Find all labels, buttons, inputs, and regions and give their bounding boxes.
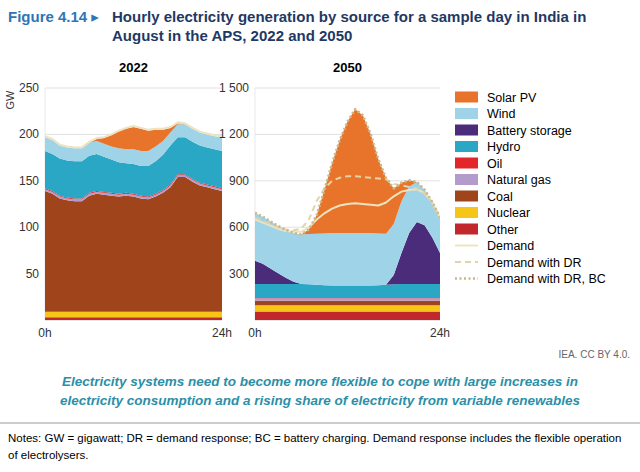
legend-label: Solar PV — [487, 91, 537, 105]
legend-label: Wind — [487, 107, 516, 121]
legend-label: Hydro — [487, 140, 520, 154]
caption-line: electricity consumption and a rising sha… — [60, 393, 580, 408]
area-series — [45, 317, 222, 320]
legend-line — [455, 261, 478, 263]
y-tick-label: 1 500 — [219, 81, 249, 95]
notes-line: Notes: GW = gigawatt; DR = demand respon… — [8, 432, 621, 444]
separator — [0, 423, 640, 424]
y-tick-label: 50 — [26, 267, 40, 281]
legend-line — [455, 245, 478, 247]
figure-title-line: August in the APS, 2022 and 2050 — [112, 27, 352, 44]
legend-label: Demand — [487, 239, 534, 253]
y-axis-label: GW — [4, 90, 16, 110]
legend-swatch — [455, 207, 478, 218]
area-series — [255, 301, 440, 306]
line-series — [45, 122, 222, 147]
legend-swatch — [455, 224, 478, 235]
page: Chart html, body { margin: 0; padding: 0… — [0, 0, 640, 472]
panel-title: 2050 — [333, 60, 362, 75]
plot-area — [255, 109, 440, 320]
area-series — [255, 109, 440, 234]
legend-label: Battery storage — [487, 124, 572, 138]
line-series — [255, 176, 440, 230]
legend-line — [455, 277, 478, 280]
legend-swatch — [455, 108, 478, 119]
line-series — [255, 109, 440, 234]
y-tick-label: 200 — [19, 127, 39, 141]
line-series — [255, 189, 440, 232]
body: { "figure_label": "Figure 4.14 ▸", "titl… — [0, 0, 640, 472]
y-tick-label: 600 — [229, 220, 249, 234]
y-tick-label: 900 — [229, 174, 249, 188]
area-series — [255, 305, 440, 311]
y-tick-label: 100 — [19, 220, 39, 234]
figure-title-line: Hourly electricity generation by source … — [112, 8, 586, 25]
legend-label: Nuclear — [487, 206, 530, 220]
legend-swatch — [455, 158, 478, 169]
y-tick-label: 1 200 — [219, 127, 249, 141]
caption-line: Electricity systems need to become more … — [62, 374, 578, 389]
y-tick-label: 250 — [19, 81, 39, 95]
figure-title: Hourly electricity generation by source … — [112, 8, 586, 44]
legend-swatch — [455, 174, 478, 185]
legend-swatch — [455, 125, 478, 136]
figure-label: Figure 4.14 ▸ — [8, 8, 99, 25]
x-tick-label: 24h — [212, 326, 232, 340]
legend-label: Demand with DR, BC — [487, 272, 606, 286]
x-tick-label: 0h — [248, 326, 261, 340]
area-series — [255, 311, 440, 320]
legend-label: Natural gas — [487, 173, 551, 187]
grid-line — [45, 88, 222, 89]
area-series — [45, 312, 222, 318]
area-series — [45, 123, 222, 151]
x-tick-label: 24h — [430, 326, 450, 340]
source: IEA. CC BY 4.0. — [558, 349, 630, 360]
legend-swatch — [455, 191, 478, 202]
area-series — [255, 284, 440, 298]
area-series — [255, 298, 440, 300]
caption: Electricity systems need to become more … — [60, 374, 580, 408]
grid-line — [255, 88, 440, 89]
legend-label: Coal — [487, 190, 513, 204]
x-tick-label: 0h — [38, 326, 51, 340]
y-tick-label: 300 — [229, 267, 249, 281]
legend-swatch — [455, 92, 478, 103]
chart-root: Figure 4.14 ▸ Hourly electricity generati… — [0, 0, 640, 472]
legend-label: Demand with DR — [487, 256, 581, 270]
legend-label: Other — [487, 223, 518, 237]
legend-label: Oil — [487, 157, 502, 171]
y-tick-label: 150 — [19, 174, 39, 188]
panel-title: 2022 — [119, 60, 148, 75]
notes: Notes: GW = gigawatt; DR = demand respon… — [8, 432, 621, 461]
notes-line: of electrolysers. — [8, 449, 89, 461]
legend-swatch — [455, 141, 478, 152]
plot-area — [45, 122, 222, 320]
